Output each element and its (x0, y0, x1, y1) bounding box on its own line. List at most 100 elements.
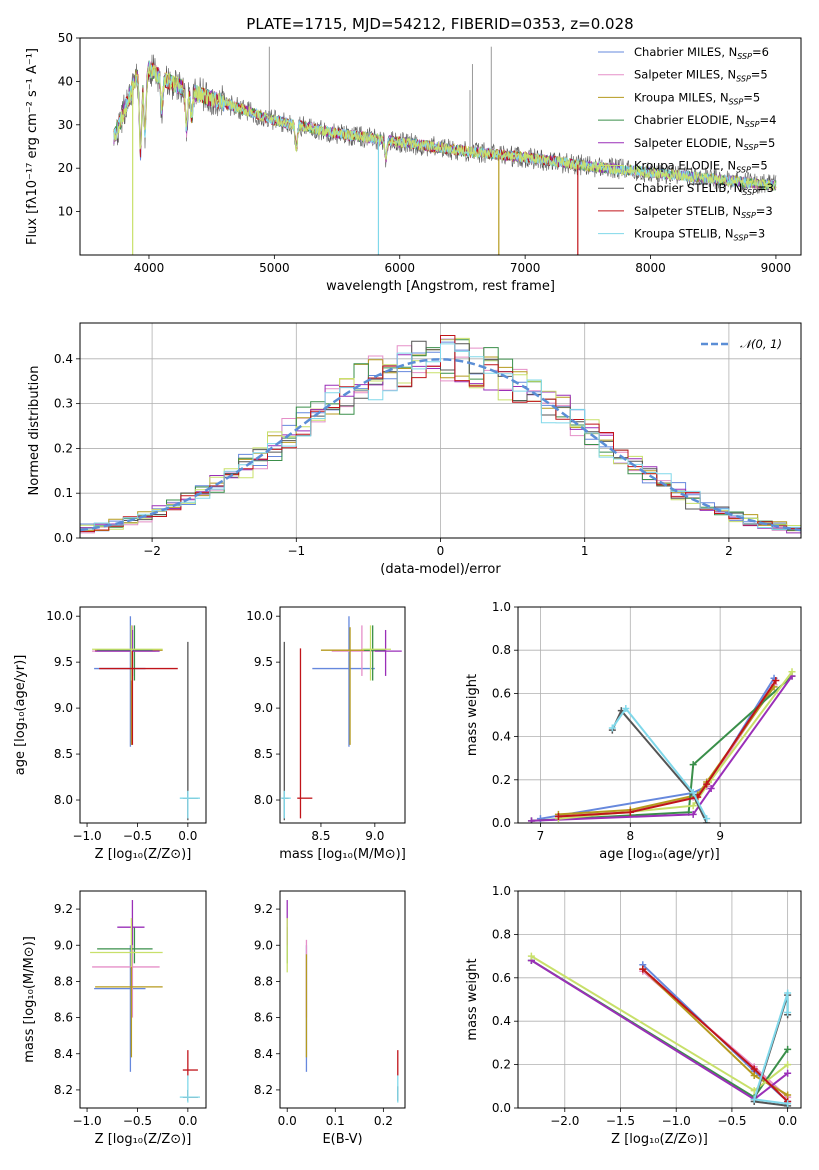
y-tick-label: 0.1 (54, 486, 73, 500)
axes-frame (279, 606, 406, 824)
plot-area (92, 616, 200, 821)
y-tick-label: 1.0 (492, 600, 511, 614)
x-tick-label: −1.0 (72, 1114, 101, 1128)
y-tick-label: 0.8 (492, 927, 511, 941)
x-tick-label: 0.0 (278, 1114, 297, 1128)
legend-label-2: Kroupa MILES, NSSP=5 (634, 90, 760, 106)
plot-area (527, 952, 792, 1108)
y-tick-label: 8.2 (254, 1083, 273, 1097)
y-tick-label: 9.0 (254, 701, 273, 715)
mass-weight-marker-7 (639, 965, 647, 973)
y-tick-label: 8.5 (54, 747, 73, 761)
y-tick-label: 8.8 (54, 974, 73, 988)
y-tick-label: 9.2 (254, 902, 273, 916)
mass-weight-marker-4 (689, 810, 697, 818)
y-tick-label: 50 (58, 31, 73, 45)
y-tick-label: 9.5 (254, 655, 273, 669)
y-axis-label: mass weight (465, 958, 480, 1040)
mass-weight-marker-8 (622, 705, 630, 713)
x-axis-label: Z [log₁₀(Z/Z⊙)] (95, 1132, 192, 1147)
y-tick-label: 8.6 (254, 1011, 273, 1025)
x-tick-label: 8.5 (311, 829, 330, 843)
x-tick-label: −0.5 (123, 1114, 152, 1128)
y-tick-label: 0.6 (492, 686, 511, 700)
mass-weight-marker-7 (703, 780, 711, 788)
x-tick-label: −1 (287, 544, 305, 558)
y-tick-label: 8.2 (54, 1083, 73, 1097)
y-tick-label: 0.4 (492, 1014, 511, 1028)
y-tick-label: 0.2 (492, 1058, 511, 1072)
y-tick-label: 0.3 (54, 397, 73, 411)
y-tick-label: 9.2 (54, 902, 73, 916)
y-tick-label: 0.0 (492, 1101, 511, 1115)
age-vs-mass-panel: 8.5 9.0 8.0 8.5 9.0 9.5 10.0 mass [log₁₀(M/M⊙)] (246, 606, 406, 862)
mass-weight-marker-8 (784, 1009, 792, 1017)
y-axis-label: mass weight (465, 674, 480, 756)
y-tick-label: 40 (58, 74, 73, 88)
x-tick-label: −1.0 (662, 1114, 691, 1128)
y-tick-label: 10.0 (46, 609, 73, 623)
mass-weight-marker-2 (750, 1071, 758, 1079)
mass-weight-marker-3 (784, 1045, 792, 1053)
x-axis-label: E(B-V) (322, 1132, 362, 1147)
legend-label-7: Salpeter STELIB, NSSP=3 (634, 204, 773, 220)
y-tick-label: 0.4 (54, 352, 73, 366)
mass-weight-marker-3 (689, 761, 697, 769)
y-tick-label: 0.8 (492, 643, 511, 657)
mass-weight-marker-7 (626, 808, 634, 816)
plot-area (90, 900, 200, 1103)
y-tick-label: 9.5 (54, 655, 73, 669)
y-tick-label: 8.5 (254, 747, 273, 761)
x-tick-label: −0.5 (717, 1114, 746, 1128)
x-axis-label: age [log₁₀(age/yr)] (599, 847, 720, 862)
x-tick-label: 9 (716, 829, 724, 843)
plot-area (113, 46, 777, 255)
mass-weight-marker-7 (772, 676, 780, 684)
legend-gaussian-label: 𝒩(0, 1) (740, 337, 782, 351)
y-tick-label: 8.6 (54, 1011, 73, 1025)
x-tick-label: 2 (725, 544, 733, 558)
axes-frame (517, 606, 802, 824)
mass-weight-line-8 (611, 706, 708, 820)
mass-weight-marker-8 (784, 1100, 792, 1108)
x-tick-label: 0.2 (374, 1114, 393, 1128)
plot-area (281, 616, 402, 821)
plot-area (286, 900, 399, 1103)
y-tick-label: 8.4 (254, 1047, 273, 1061)
plot-area (80, 335, 801, 534)
y-tick-label: 0.0 (492, 816, 511, 830)
mass-weight-marker-8 (608, 724, 616, 732)
figure-title: PLATE=1715, MJD=54212, FIBERID=0353, z=0… (246, 15, 633, 33)
gaussian-curve (80, 358, 801, 532)
x-axis-label: mass [log₁₀(M/M⊙)] (279, 847, 406, 862)
mass-weight-marker-8 (689, 789, 697, 797)
axes-frame (79, 890, 207, 1109)
age-vs-metallicity-panel: −1.0 −0.5 0.0 8.0 8.5 9.0 9.5 10.0 Z [log₁₀(Z/Z⊙… (13, 606, 207, 862)
x-tick-label: 8 (626, 829, 634, 843)
axes-frame (517, 890, 802, 1109)
legend-label-4: Salpeter ELODIE, NSSP=5 (634, 136, 775, 152)
x-tick-label: 0.1 (326, 1114, 345, 1128)
legend-label-5: Kroupa ELODIE, NSSP=5 (634, 159, 768, 175)
x-tick-label: −2 (143, 544, 161, 558)
histogram-8 (80, 343, 801, 531)
axes-frame (279, 890, 406, 1109)
y-tick-label: 30 (58, 118, 73, 132)
x-tick-label: 1 (581, 544, 589, 558)
mass-weight-marker-4 (784, 1069, 792, 1077)
x-axis-label: Z [log₁₀(Z/Z⊙)] (95, 847, 192, 862)
mass-weight-marker-5 (527, 952, 535, 960)
y-tick-label: 20 (58, 161, 73, 175)
legend-label-6: Chabrier STELIB, NSSP=3 (634, 181, 774, 197)
mass-weight-marker-7 (750, 1065, 758, 1073)
x-tick-label: 0.0 (778, 1114, 797, 1128)
mass-weight-marker-5 (784, 1061, 792, 1069)
x-tick-label: 7000 (510, 261, 541, 275)
mass-weight-marker-8 (750, 1095, 758, 1103)
mass-vs-metallicity-panel: −1.0 −0.5 0.0 8.2 8.4 8.6 8.8 9.0 9.2 Z [log₁₀(Z/… (22, 890, 207, 1147)
x-axis-label: wavelength [Angstrom, rest frame] (326, 279, 555, 294)
x-tick-label: 5000 (259, 261, 290, 275)
y-tick-label: 0.0 (54, 531, 73, 545)
mass-weight-marker-5 (788, 668, 796, 676)
